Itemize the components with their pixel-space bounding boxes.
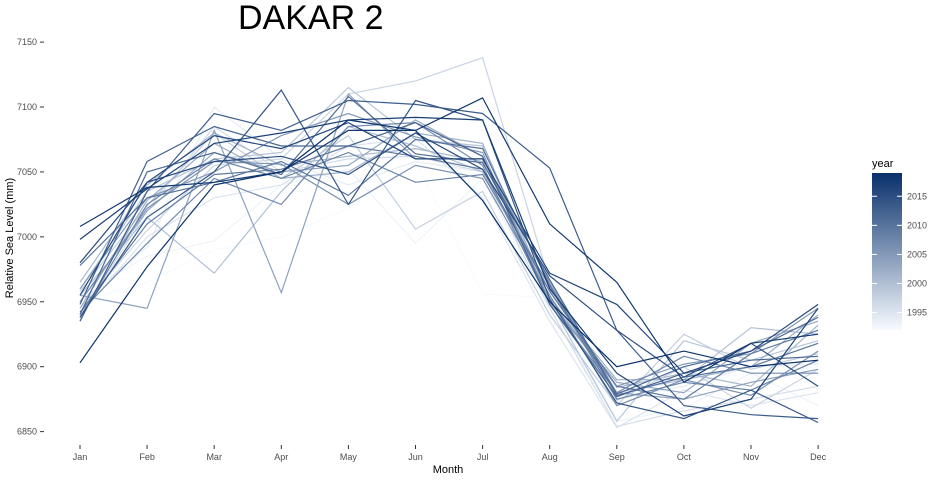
y-axis: 6850 6900 6950 7000 7050 7100 7150 — [17, 37, 44, 437]
series-line-2016 — [79, 121, 819, 374]
y-tick-label: 7100 — [17, 102, 37, 112]
x-axis-title: Month — [433, 464, 464, 476]
legend-tick-label: 2000 — [907, 278, 927, 288]
y-tick-label: 6900 — [17, 362, 37, 372]
legend-tick-label: 2010 — [907, 220, 927, 230]
y-tick-label: 7050 — [17, 167, 37, 177]
x-tick-label: Oct — [677, 452, 692, 462]
y-axis-title: Relative Sea Level (mm) — [4, 178, 16, 298]
year-legend: year 1995 2000 2005 2010 2015 — [872, 158, 927, 330]
x-tick-label: Apr — [274, 452, 288, 462]
x-tick-label: Mar — [206, 452, 222, 462]
series-line-2013 — [79, 99, 819, 420]
legend-title: year — [872, 158, 894, 170]
x-axis: Jan Feb Mar Apr May Jun Jul Aug Sep Oct Nov Dec — [73, 445, 827, 462]
x-tick-label: May — [340, 452, 358, 462]
x-tick-label: Nov — [743, 452, 760, 462]
legend-colorbar — [872, 173, 902, 330]
x-tick-label: Jan — [73, 452, 88, 462]
x-tick-label: Dec — [810, 452, 827, 462]
series-line-1992 — [79, 160, 819, 420]
y-tick-label: 7150 — [17, 37, 37, 47]
legend-tick-label: 2015 — [907, 191, 927, 201]
series-line-2006 — [79, 160, 819, 407]
series-line-2008 — [79, 151, 819, 400]
series-line-2001 — [79, 132, 819, 389]
series-line-1996 — [79, 125, 819, 428]
series-line-2018 — [79, 97, 819, 384]
series-line-2003 — [79, 119, 819, 394]
x-tick-label: Aug — [542, 452, 558, 462]
y-tick-label: 7000 — [17, 232, 37, 242]
x-tick-label: Sep — [609, 452, 625, 462]
series-line-2005 — [79, 112, 819, 387]
series-line-2014 — [79, 89, 819, 424]
series-line-2015 — [79, 132, 819, 387]
x-tick-label: Jul — [477, 452, 489, 462]
y-tick-label: 6850 — [17, 427, 37, 437]
series-line-1998 — [79, 132, 819, 407]
x-tick-label: Jun — [408, 452, 423, 462]
y-tick-label: 6950 — [17, 297, 37, 307]
series-line-2017 — [79, 116, 819, 417]
x-tick-label: Feb — [139, 452, 155, 462]
legend-tick-label: 2005 — [907, 249, 927, 259]
chart-title: DAKAR 2 — [238, 0, 384, 37]
series-line-1999 — [79, 86, 819, 423]
series-line-1994 — [79, 106, 819, 400]
series-line-1995 — [79, 137, 819, 429]
legend-tick-label: 1995 — [907, 308, 927, 318]
series-line-2019 — [79, 119, 819, 368]
series-layer — [79, 56, 819, 429]
